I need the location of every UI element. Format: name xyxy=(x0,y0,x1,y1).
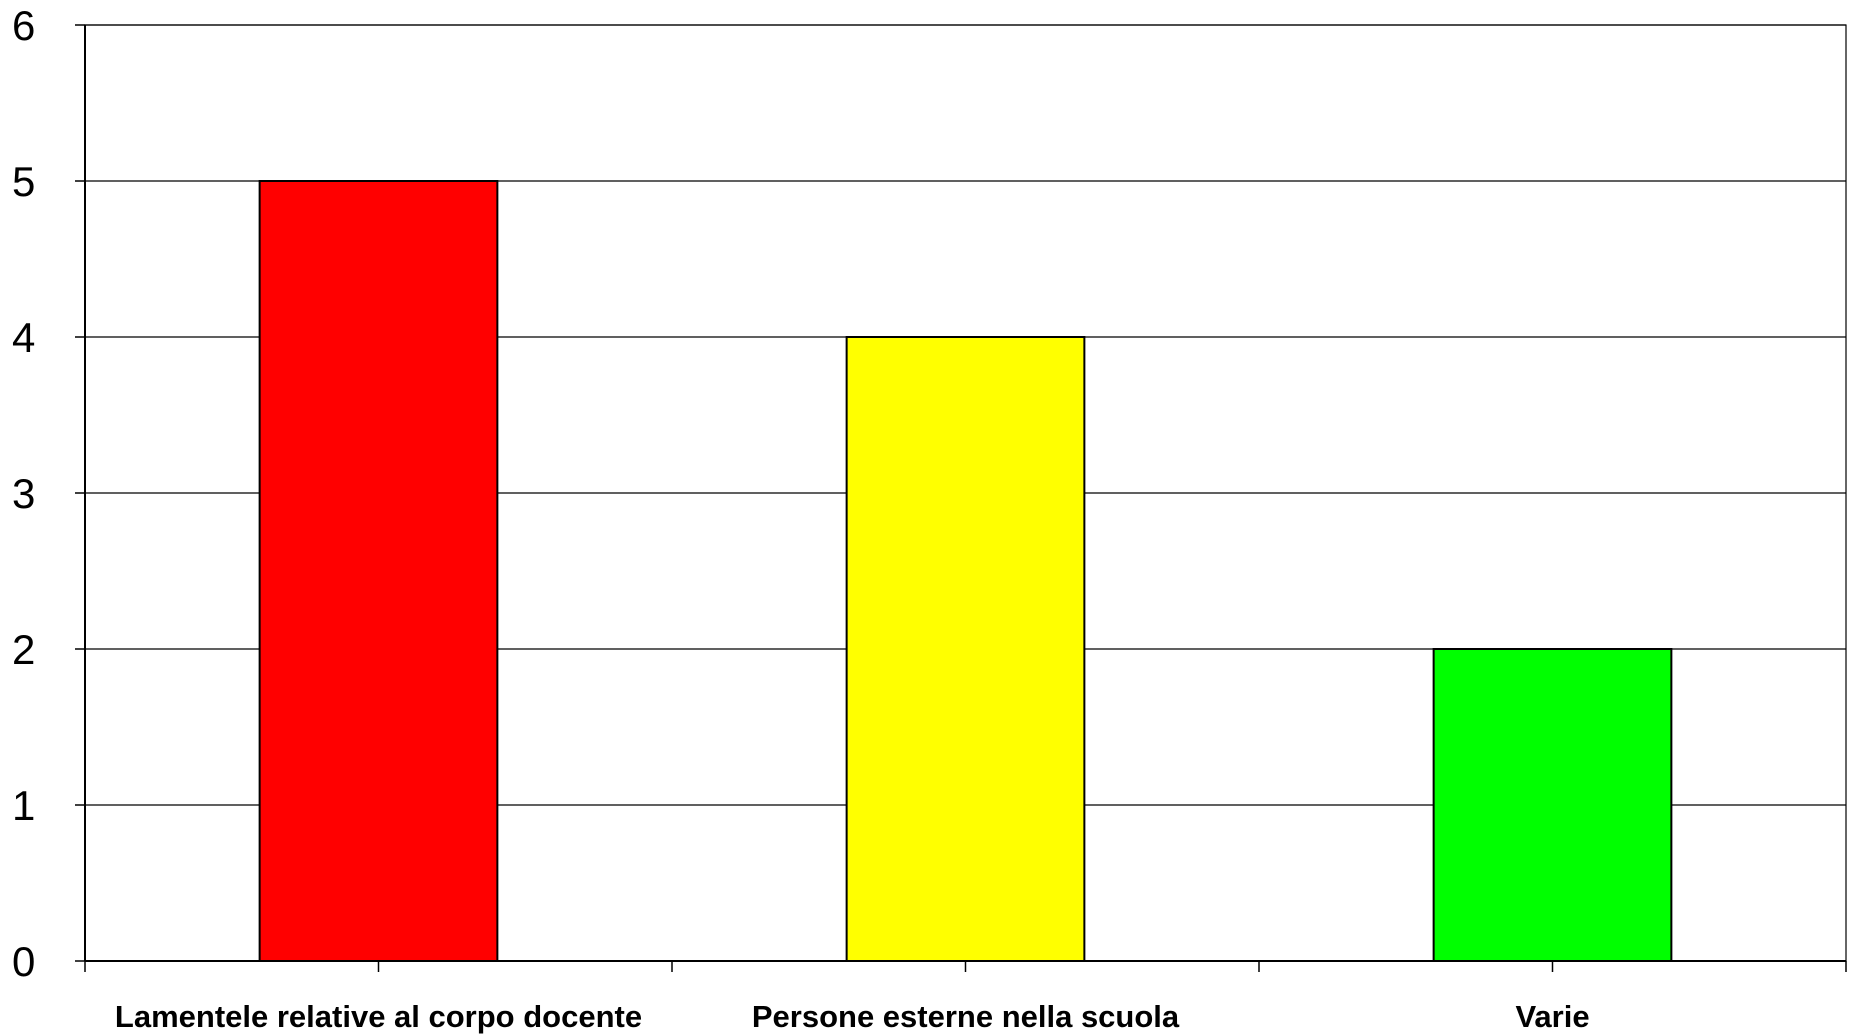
y-tick-label: 1 xyxy=(12,782,35,829)
bar xyxy=(1432,648,1673,962)
y-tick-label: 3 xyxy=(12,470,35,517)
y-tick-label: 6 xyxy=(12,2,35,49)
bar xyxy=(258,180,499,962)
x-tick-label: Lamentele relative al corpo docente xyxy=(115,999,642,1034)
x-tick-label: Varie xyxy=(1515,999,1589,1034)
y-tick-label: 5 xyxy=(12,158,35,205)
y-tick-label: 4 xyxy=(12,314,35,361)
y-tick-label: 0 xyxy=(12,938,35,985)
labels: 0 1 2 3 4 5 6 Lamentele relative al corpo docen… xyxy=(12,2,1590,1034)
bars xyxy=(258,180,1673,962)
bar xyxy=(845,336,1086,962)
x-tick-label: Persone esterne nella scuola xyxy=(752,999,1180,1034)
y-tick-label: 2 xyxy=(12,626,35,673)
axes xyxy=(75,24,1847,972)
